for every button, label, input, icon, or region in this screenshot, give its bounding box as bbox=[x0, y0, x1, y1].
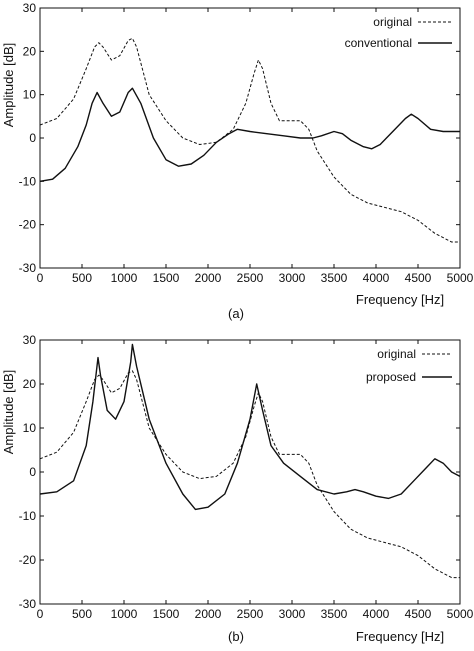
y-tick-label-a: -10 bbox=[19, 174, 37, 188]
y-tick-label-a: -30 bbox=[19, 261, 37, 275]
y-axis-label-a: Amplitude [dB] bbox=[1, 43, 16, 128]
x-tick-label-a: 4000 bbox=[363, 271, 390, 285]
x-tick-label-b: 3500 bbox=[321, 607, 348, 621]
y-ticks-b: -30 -20 -10 0 10 20 30 bbox=[19, 333, 460, 611]
x-tick-label-b: 1500 bbox=[153, 607, 180, 621]
x-tick-label-a: 3000 bbox=[279, 271, 306, 285]
x-ticks-b: 0 500 1000 1500 2000 2500 3000 3500 4000 4500 5000 bbox=[37, 340, 474, 621]
series-line-conventional-a bbox=[39, 87, 460, 182]
y-tick-label-a: 30 bbox=[23, 1, 37, 15]
x-tick-label-b: 3000 bbox=[279, 607, 306, 621]
x-tick-label-b: 5000 bbox=[447, 607, 474, 621]
legend-b: original proposed bbox=[366, 347, 452, 384]
caption-b: (b) bbox=[228, 629, 244, 644]
series-group-a bbox=[39, 37, 460, 243]
y-tick-label-b: 0 bbox=[29, 465, 36, 479]
series-line-original-b bbox=[39, 370, 460, 579]
x-tick-label-a: 5000 bbox=[447, 271, 474, 285]
panel-b: 0 500 1000 1500 2000 2500 3000 3500 4000 4500 5000… bbox=[1, 333, 474, 644]
y-tick-label-a: 10 bbox=[23, 88, 37, 102]
x-tick-label-a: 1000 bbox=[111, 271, 138, 285]
y-tick-label-b: 10 bbox=[23, 421, 37, 435]
series-line-proposed-b bbox=[39, 343, 461, 511]
y-tick-label-a: -20 bbox=[19, 218, 37, 232]
series-line-original-a bbox=[39, 37, 460, 243]
caption-a: (a) bbox=[228, 306, 244, 321]
x-tick-label-a: 4500 bbox=[405, 271, 432, 285]
y-tick-label-a: 0 bbox=[29, 131, 36, 145]
x-tick-label-a: 3500 bbox=[321, 271, 348, 285]
y-ticks-a: -30 -20 -10 0 10 20 30 bbox=[19, 1, 460, 275]
x-tick-label-b: 4500 bbox=[405, 607, 432, 621]
y-tick-label-b: 20 bbox=[23, 377, 37, 391]
x-axis-label-a: Frequency [Hz] bbox=[356, 292, 444, 307]
y-axis-label-b: Amplitude [dB] bbox=[1, 370, 16, 455]
legend-label-conventional-a: conventional bbox=[345, 36, 412, 50]
x-tick-label-a: 0 bbox=[37, 271, 44, 285]
x-tick-label-b: 2500 bbox=[237, 607, 264, 621]
x-ticks-a: 0 500 1000 1500 2000 2500 3000 3500 4000 4500 5000 bbox=[37, 8, 474, 285]
legend-a: original conventional bbox=[345, 15, 452, 50]
x-axis-label-b: Frequency [Hz] bbox=[356, 629, 444, 644]
x-tick-label-b: 1000 bbox=[111, 607, 138, 621]
y-tick-label-a: 20 bbox=[23, 44, 37, 58]
x-tick-label-a: 2000 bbox=[195, 271, 222, 285]
x-tick-label-b: 4000 bbox=[363, 607, 390, 621]
x-tick-label-a: 2500 bbox=[237, 271, 264, 285]
x-tick-label-a: 1500 bbox=[153, 271, 180, 285]
x-tick-label-b: 2000 bbox=[195, 607, 222, 621]
x-tick-label-b: 0 bbox=[37, 607, 44, 621]
series-group-b bbox=[39, 343, 461, 579]
y-tick-label-b: 30 bbox=[23, 333, 37, 347]
y-tick-label-b: -20 bbox=[19, 553, 37, 567]
y-tick-label-b: -10 bbox=[19, 509, 37, 523]
x-tick-label-a: 500 bbox=[72, 271, 92, 285]
panel-a: 0 500 1000 1500 2000 2500 3000 3500 4000 4500 5000… bbox=[1, 1, 474, 321]
y-tick-label-b: -30 bbox=[19, 597, 37, 611]
x-tick-label-b: 500 bbox=[72, 607, 92, 621]
legend-label-proposed-b: proposed bbox=[366, 370, 416, 384]
legend-label-original-a: original bbox=[373, 15, 412, 29]
legend-label-original-b: original bbox=[377, 347, 416, 361]
